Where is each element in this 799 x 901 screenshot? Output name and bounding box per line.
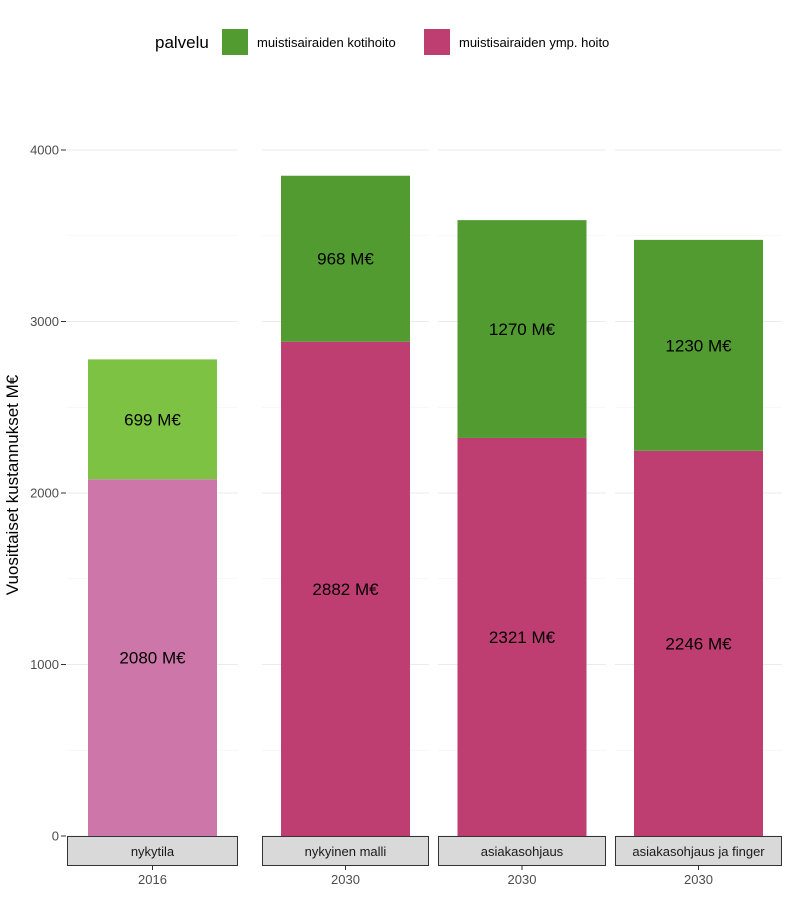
bar-value-label: 2882 M€ (312, 580, 379, 599)
facet-strip (67, 836, 238, 866)
x-tick-label: 2030 (508, 872, 537, 887)
legend: palvelu muistisairaiden kotihoito muistisa… (155, 29, 609, 55)
facet-panel: 2882 M€ 968 M€ nykyinen malli 2030 (262, 149, 429, 887)
bar-segment (457, 220, 587, 438)
facet-panels: 2080 M€ 699 M€ nykytila 2016 2882 M€ 968 M€ ny… (67, 149, 782, 887)
facet-strip (615, 836, 782, 866)
legend-label: muistisairaiden ymp. hoito (459, 35, 609, 50)
facet-strip-label: asiakasohjaus (481, 844, 564, 859)
y-tick-label: 4000 (30, 143, 59, 158)
legend-label: muistisairaiden kotihoito (257, 35, 396, 50)
facet-panel: 2246 M€ 1230 M€ asiakasohjaus ja finger 203… (615, 149, 782, 887)
y-axis-title: Vuosittaiset kustannukset M€ (3, 374, 22, 595)
bar-segment (281, 175, 410, 342)
bar-segment (634, 239, 763, 451)
x-tick-label: 2030 (684, 872, 713, 887)
bar-value-label: 1270 M€ (489, 320, 556, 339)
facet-strip-label: nykytila (131, 844, 175, 859)
bar-segment (457, 437, 587, 836)
bar-segment (634, 450, 763, 836)
facet-strip-label: asiakasohjaus ja finger (632, 844, 765, 859)
legend-key (222, 29, 248, 55)
facet-strip-label: nykyinen malli (305, 844, 387, 859)
bar-segment (88, 479, 217, 836)
y-tick-label: 0 (52, 829, 59, 844)
bar-value-label: 2246 M€ (665, 634, 732, 653)
facet-strip (438, 836, 606, 866)
bar-segment (88, 359, 217, 480)
x-tick-label: 2030 (331, 872, 360, 887)
facet-strip (262, 836, 429, 866)
bar-value-label: 699 M€ (124, 410, 181, 429)
y-axis: 0 1000 2000 3000 4000 (30, 143, 66, 844)
bar-segment (281, 341, 410, 836)
legend-title: palvelu (155, 33, 209, 52)
legend-key (424, 29, 450, 55)
x-tick-label: 2016 (138, 872, 167, 887)
bar-value-label: 2080 M€ (119, 649, 186, 668)
bar-value-label: 2321 M€ (489, 628, 556, 647)
bar-value-label: 968 M€ (317, 250, 374, 269)
y-tick-label: 3000 (30, 314, 59, 329)
y-tick-label: 1000 (30, 657, 59, 672)
facet-panel: 2321 M€ 1270 M€ asiakasohjaus 2030 (438, 149, 606, 887)
y-tick-label: 2000 (30, 486, 59, 501)
bar-value-label: 1230 M€ (665, 336, 732, 355)
facet-panel: 2080 M€ 699 M€ nykytila 2016 (67, 149, 238, 887)
